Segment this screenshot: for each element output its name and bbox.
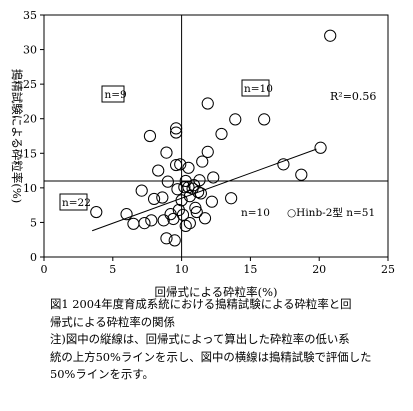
- y-tick-label: 10: [23, 182, 37, 195]
- y-tick-label: 30: [23, 44, 37, 57]
- r-squared-label: R²=0.56: [330, 90, 376, 103]
- region-label-lower-right: n=10: [241, 207, 270, 219]
- data-point: [178, 181, 191, 194]
- data-point: [225, 192, 238, 205]
- data-point: [152, 164, 165, 177]
- y-tick-label: 25: [23, 78, 37, 91]
- data-point: [120, 208, 133, 221]
- plot-area: [43, 14, 389, 258]
- x-tick-label: 15: [243, 263, 257, 276]
- data-point: [277, 158, 290, 171]
- caption-line-4: 統の上方50%ラインを示し、図中の横線は搗精試験で評価した: [50, 349, 372, 364]
- x-tick-label: 5: [109, 263, 116, 276]
- caption-line-1: 図1 2004年度育成系統における搗精試験による砕粒率と回: [50, 297, 352, 311]
- data-point: [160, 232, 173, 245]
- data-point: [201, 145, 214, 159]
- figure-caption: 図1 2004年度育成系統における搗精試験による砕粒率と回 帰式による砕粒率の関…: [50, 296, 406, 384]
- legend: ○Hinb-2型 n=51: [287, 206, 375, 219]
- regression-line: [91, 148, 317, 232]
- data-point: [169, 158, 183, 172]
- data-point: [314, 141, 327, 154]
- y-axis-label: 搗精試験による砕粒率(%): [10, 69, 24, 204]
- data-point: [127, 217, 140, 230]
- data-point: [229, 113, 242, 126]
- data-point: [157, 214, 170, 227]
- x-axis: 0 5 10 15 20 25: [41, 257, 395, 276]
- data-point: [205, 195, 218, 208]
- data-point: [324, 29, 337, 42]
- data-point: [135, 184, 148, 197]
- data-point: [295, 168, 308, 181]
- data-point: [169, 122, 183, 135]
- data-point: [175, 194, 188, 207]
- data-point: [168, 234, 181, 247]
- x-tick-label: 20: [312, 263, 326, 276]
- caption-line-5: 50%ラインを示す。: [50, 367, 154, 382]
- data-point: [207, 171, 220, 184]
- data-point: [193, 174, 206, 187]
- data-point: [198, 212, 212, 225]
- data-point: [138, 217, 151, 230]
- y-tick-label: 20: [23, 113, 37, 126]
- data-point: [179, 219, 192, 232]
- data-point: [169, 126, 183, 139]
- data-point: [145, 214, 158, 227]
- data-point: [192, 185, 205, 199]
- x-axis-label: 回帰式による砕粒率(%): [154, 285, 277, 299]
- data-point: [183, 217, 196, 230]
- y-tick-label: 35: [23, 9, 37, 22]
- y-tick-label: 0: [30, 251, 37, 264]
- data-point: [179, 174, 192, 188]
- data-point: [143, 129, 157, 143]
- scatter-points: [90, 29, 337, 247]
- data-point: [161, 175, 174, 188]
- caption-line-3: 注)図中の縦線は、回帰式によって算出した砕粒率の低い系: [50, 332, 350, 347]
- y-axis: 0 5 10 15 20 25 30 35: [23, 9, 44, 264]
- region-label-box-upper-left: [101, 85, 125, 103]
- data-point: [156, 191, 169, 204]
- y-tick-label: 15: [23, 147, 37, 160]
- region-label-box-lower-left: [59, 193, 88, 211]
- data-point: [194, 187, 207, 200]
- data-point: [172, 203, 185, 217]
- data-point: [201, 97, 214, 110]
- data-point: [90, 205, 103, 219]
- x-tick-label: 25: [381, 263, 395, 276]
- x-tick-label: 0: [41, 263, 48, 276]
- y-tick-label: 5: [30, 216, 37, 229]
- data-point: [174, 158, 187, 171]
- region-label-upper-right: n=10: [244, 83, 273, 95]
- data-point: [147, 192, 161, 206]
- data-point: [258, 113, 271, 126]
- data-point: [196, 155, 209, 168]
- caption-line-2: 帰式による砕粒率の関係: [50, 314, 175, 329]
- data-point: [190, 205, 203, 219]
- x-tick-label: 10: [175, 263, 189, 276]
- data-point: [215, 127, 228, 141]
- region-label-upper-left: n=9: [105, 89, 127, 101]
- region-label-box-upper-right: [241, 79, 270, 97]
- data-point: [182, 161, 195, 174]
- region-label-lower-left: n=22: [62, 197, 91, 209]
- data-point: [160, 146, 173, 159]
- data-point: [176, 208, 190, 221]
